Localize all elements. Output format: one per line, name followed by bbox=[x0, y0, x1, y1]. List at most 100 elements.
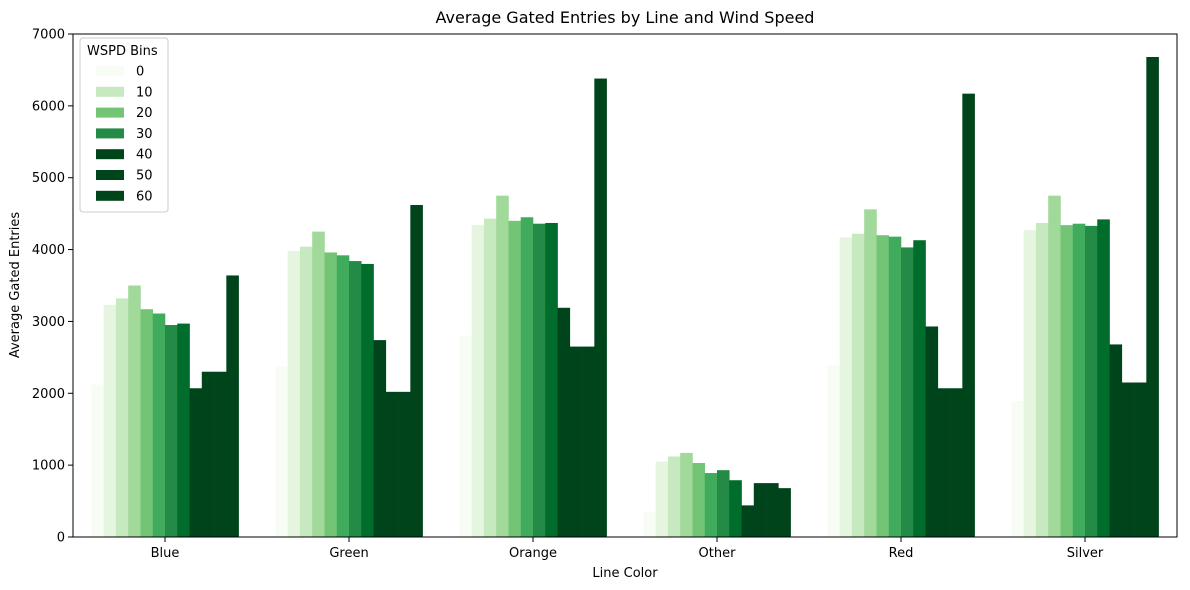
y-tick-label: 2000 bbox=[32, 387, 65, 402]
bar-orange-series-6 bbox=[533, 223, 546, 537]
bar-red-series-1 bbox=[839, 237, 853, 538]
plot-frame bbox=[72, 33, 1178, 538]
bar-orange-series-5 bbox=[520, 217, 534, 538]
bar-other-series-11 bbox=[778, 488, 791, 537]
legend-label-10: 10 bbox=[136, 85, 153, 100]
bar-silver-series-3 bbox=[1048, 195, 1061, 537]
bar-red-series-5 bbox=[888, 236, 902, 537]
x-axis-label: Line Color bbox=[592, 566, 658, 581]
bar-red-series-7 bbox=[913, 240, 926, 538]
bar-orange-series-8 bbox=[557, 307, 571, 537]
legend-swatch-10 bbox=[96, 86, 124, 97]
legend-swatch-50 bbox=[96, 170, 124, 180]
y-tick-label: 7000 bbox=[32, 28, 65, 43]
legend-box bbox=[79, 37, 169, 213]
bar-silver-series-11 bbox=[1146, 56, 1159, 538]
bar-blue-series-8 bbox=[189, 388, 203, 537]
bar-blue-series-2 bbox=[115, 298, 129, 537]
bar-green-series-1 bbox=[287, 251, 301, 537]
bar-green-series-3 bbox=[312, 231, 325, 538]
bar-orange-series-11 bbox=[594, 78, 607, 538]
bar-blue-series-1 bbox=[103, 304, 117, 537]
bar-silver-series-10 bbox=[1134, 382, 1147, 537]
bar-silver-series-7 bbox=[1097, 219, 1110, 537]
bar-red-series-8 bbox=[925, 326, 939, 537]
legend-label-30: 30 bbox=[136, 127, 153, 142]
bar-red-series-2 bbox=[851, 233, 865, 537]
bar-group bbox=[91, 56, 1159, 538]
bar-other-series-2 bbox=[667, 456, 681, 537]
bar-green-series-7 bbox=[361, 263, 374, 537]
bar-silver-series-1 bbox=[1023, 230, 1037, 538]
bar-orange-series-9 bbox=[569, 346, 583, 537]
x-tick-label-green: Green bbox=[329, 546, 368, 561]
bar-blue-series-7 bbox=[177, 323, 190, 537]
bar-green-series-10 bbox=[398, 391, 411, 537]
x-tick-label-orange: Orange bbox=[509, 546, 557, 561]
bar-other-series-6 bbox=[717, 470, 730, 537]
legend-swatch-0 bbox=[96, 66, 124, 76]
bar-orange-series-2 bbox=[483, 218, 497, 538]
bar-orange-series-3 bbox=[496, 195, 509, 537]
bar-green-series-6 bbox=[349, 261, 362, 537]
legend-swatch-30 bbox=[96, 128, 124, 139]
bar-silver-series-8 bbox=[1109, 344, 1123, 537]
y-tick-label: 3000 bbox=[32, 315, 65, 330]
bar-red-series-11 bbox=[962, 93, 975, 537]
bar-other-series-10 bbox=[766, 483, 779, 537]
bar-blue-series-11 bbox=[226, 275, 239, 537]
legend-swatch-20 bbox=[96, 107, 124, 118]
bar-orange-series-1 bbox=[471, 225, 485, 537]
bar-orange-series-0 bbox=[459, 335, 472, 537]
x-tick-label-red: Red bbox=[889, 546, 914, 561]
y-axis: 0 1000 2000 3000 4000 5000 6000 7000 bbox=[32, 28, 73, 546]
bar-silver-series-5 bbox=[1072, 223, 1086, 537]
bar-red-series-9 bbox=[937, 388, 951, 537]
bar-other-series-3 bbox=[680, 452, 693, 537]
bar-silver-series-2 bbox=[1035, 222, 1049, 538]
bar-other-series-1 bbox=[655, 461, 669, 537]
bar-other-series-8 bbox=[741, 505, 755, 537]
legend-swatch-40 bbox=[96, 149, 124, 160]
bar-blue-series-4 bbox=[140, 309, 154, 537]
bar-green-series-4 bbox=[324, 252, 338, 537]
bar-other-series-7 bbox=[729, 480, 742, 537]
x-tick-label-silver: Silver bbox=[1067, 546, 1104, 561]
x-axis: Blue Green Orange Other Red Silver bbox=[151, 537, 1104, 561]
bar-red-series-6 bbox=[901, 247, 914, 538]
bar-blue-series-3 bbox=[128, 285, 141, 537]
bar-silver-series-4 bbox=[1060, 225, 1074, 537]
y-tick-label: 0 bbox=[57, 531, 65, 546]
chart-title: Average Gated Entries by Line and Wind S… bbox=[436, 8, 815, 27]
bar-green-series-11 bbox=[410, 205, 423, 537]
legend-title: WSPD Bins bbox=[87, 44, 158, 59]
bar-red-series-3 bbox=[864, 209, 877, 537]
legend-label-50: 50 bbox=[136, 169, 153, 184]
y-tick-label: 5000 bbox=[32, 171, 65, 186]
legend-label-40: 40 bbox=[136, 148, 153, 163]
bar-silver-series-0 bbox=[1011, 401, 1024, 537]
legend-label-60: 60 bbox=[136, 189, 153, 204]
legend-swatch-60 bbox=[96, 190, 124, 201]
bar-silver-series-6 bbox=[1085, 225, 1098, 538]
bar-other-series-4 bbox=[692, 462, 706, 537]
bar-red-series-10 bbox=[950, 388, 963, 537]
y-axis-label: Average Gated Entries bbox=[8, 212, 23, 359]
bar-red-series-4 bbox=[876, 235, 890, 537]
bar-blue-series-9 bbox=[201, 371, 215, 537]
bar-other-series-0 bbox=[643, 511, 656, 537]
legend: WSPD Bins 0 10 20 30 40 50 60 bbox=[79, 37, 169, 213]
bar-green-series-9 bbox=[385, 391, 399, 537]
bar-green-series-0 bbox=[275, 366, 288, 537]
bar-green-series-8 bbox=[373, 340, 387, 537]
bar-orange-series-7 bbox=[545, 222, 558, 538]
y-tick-label: 6000 bbox=[32, 99, 65, 114]
legend-label-20: 20 bbox=[136, 106, 153, 121]
x-tick-label-other: Other bbox=[699, 546, 737, 561]
bar-orange-series-4 bbox=[508, 220, 522, 537]
bar-blue-series-10 bbox=[214, 371, 227, 537]
bar-blue-series-0 bbox=[91, 384, 104, 537]
bar-blue-series-5 bbox=[152, 313, 166, 537]
legend-items: 0 10 20 30 40 50 60 bbox=[96, 65, 153, 204]
